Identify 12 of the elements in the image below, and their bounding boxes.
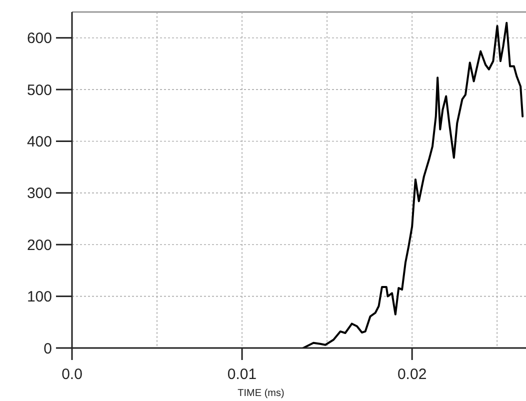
y-tick-label: 400 <box>26 133 52 150</box>
line-series <box>302 22 524 348</box>
y-tick-label: 100 <box>26 288 52 306</box>
y-tick-label: 0 <box>44 340 52 358</box>
x-tick-label: 0.0 <box>62 366 82 383</box>
x-tick-label: 0.02 <box>397 366 427 383</box>
x-tick-label: 0.01 <box>227 366 257 383</box>
y-tick-label: 600 <box>26 30 52 48</box>
y-tick-label: 200 <box>26 236 52 254</box>
y-tick-label: 300 <box>26 185 52 202</box>
y-tick-label: 500 <box>26 82 52 99</box>
x-axis-title: TIME (ms) <box>238 388 284 399</box>
